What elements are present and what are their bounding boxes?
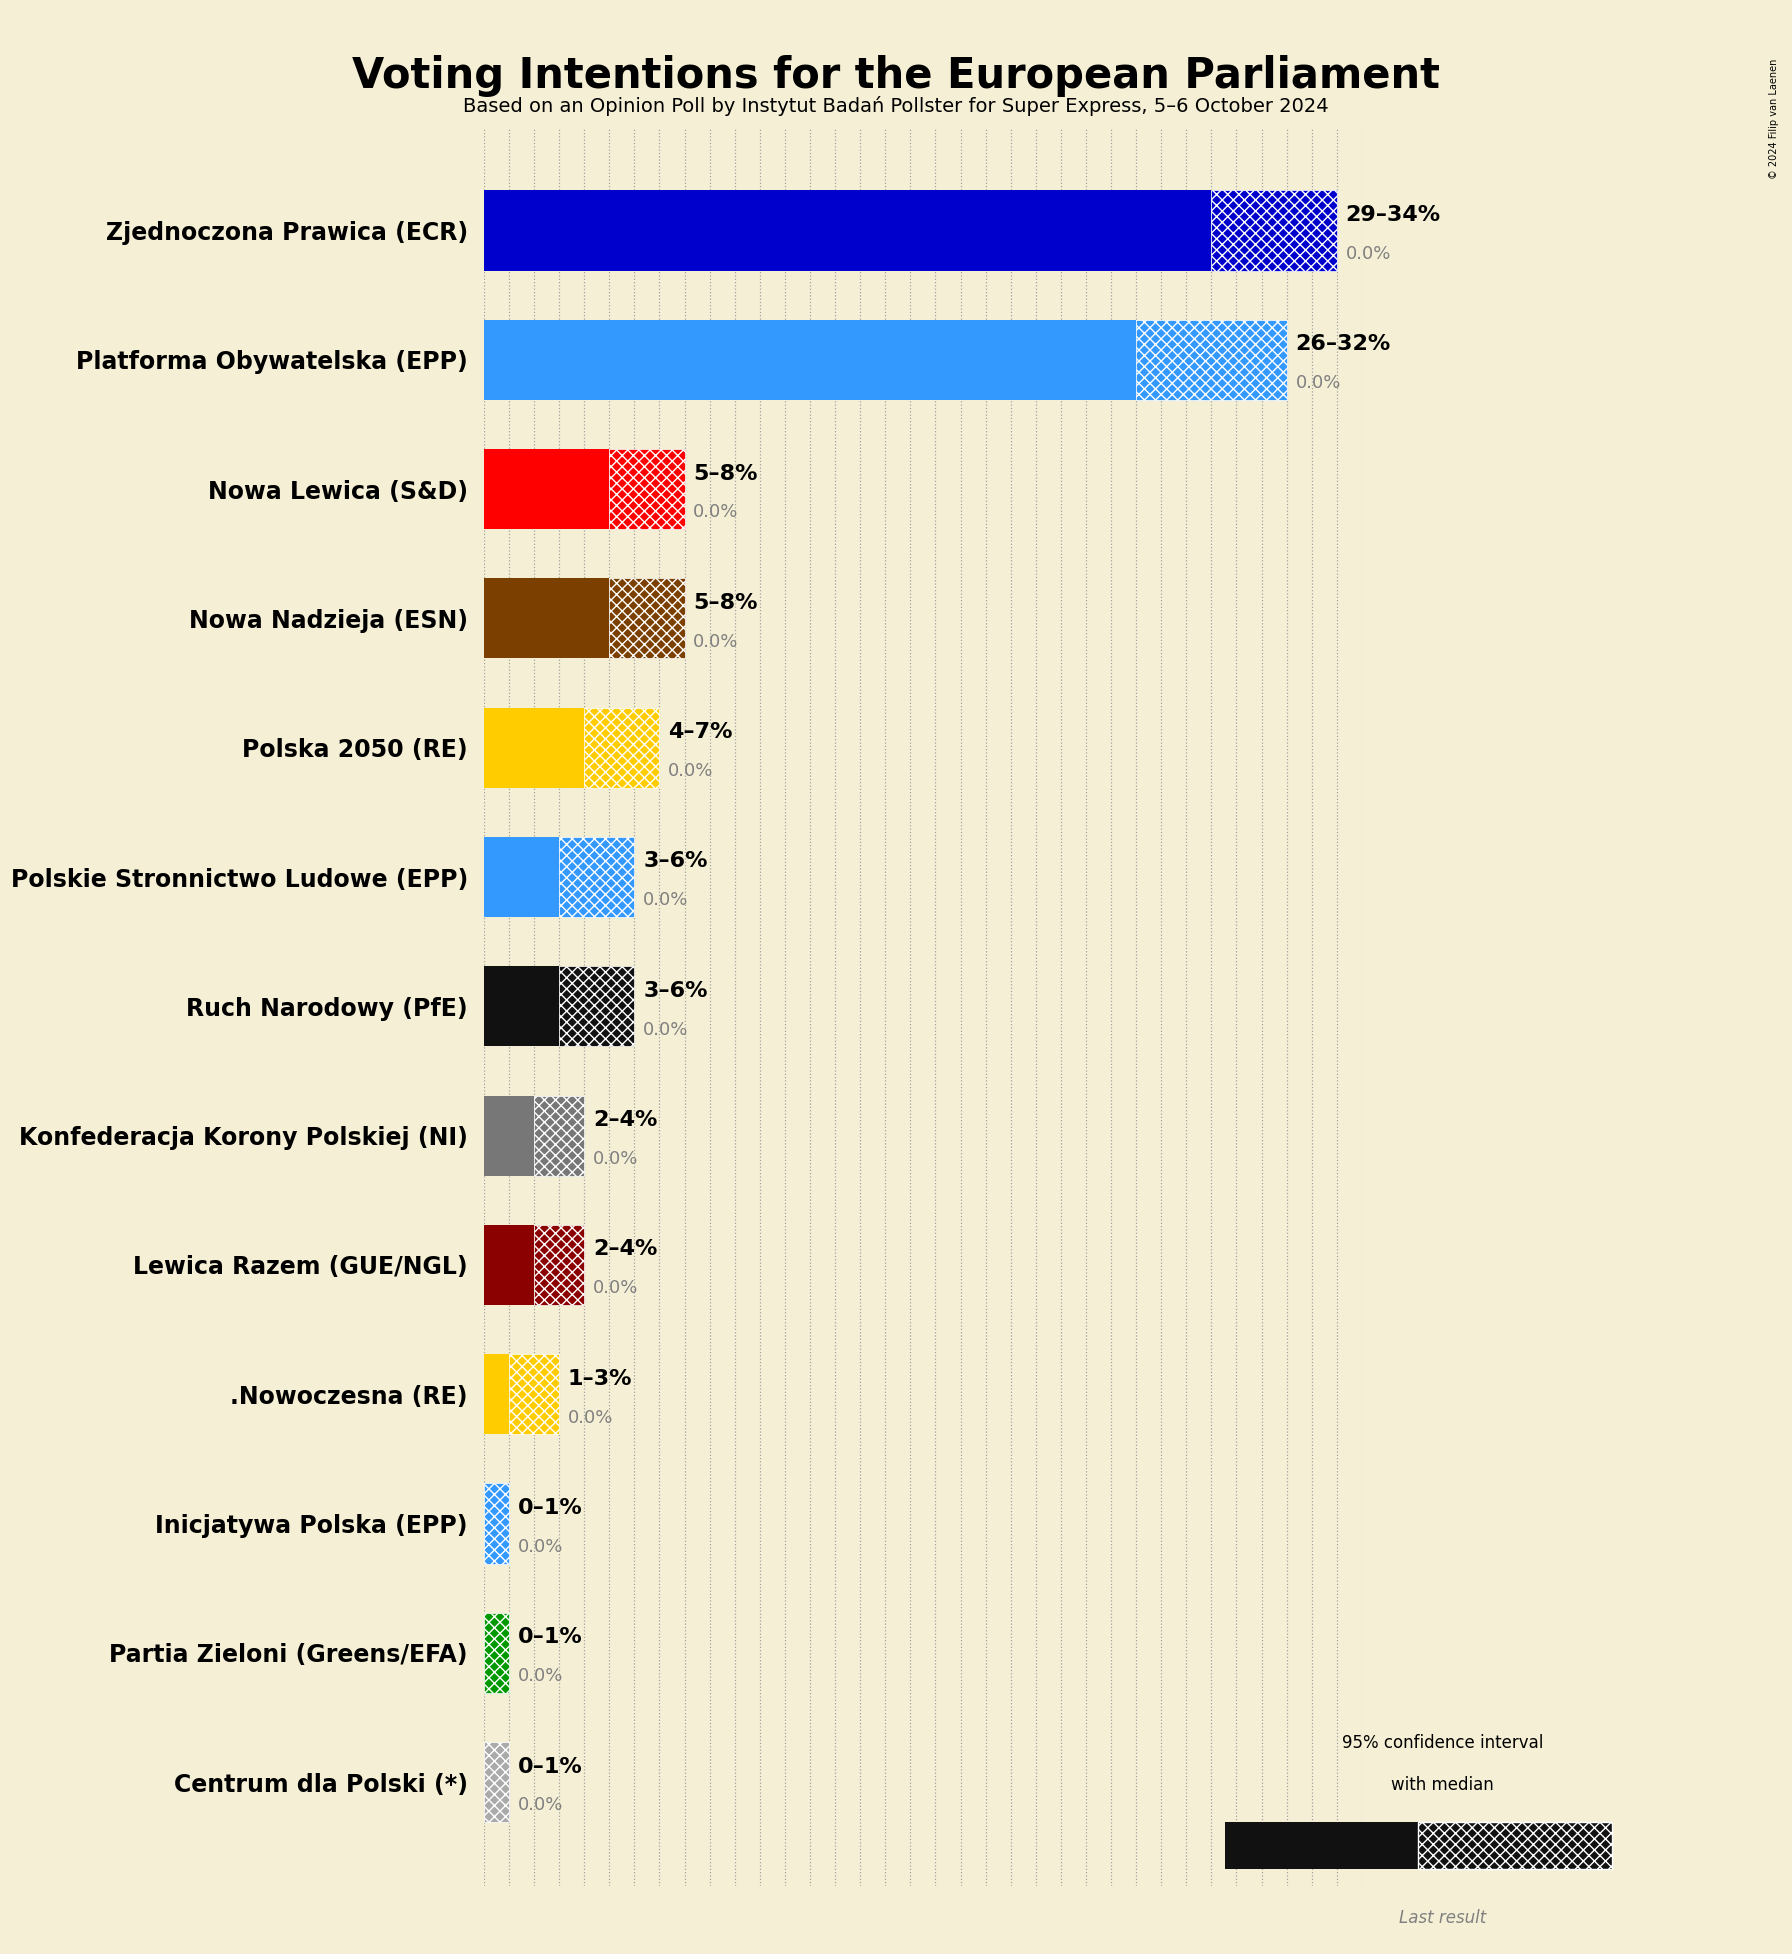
Bar bbox=[1136, 320, 1287, 401]
Text: 5–8%: 5–8% bbox=[694, 463, 758, 483]
Bar bbox=[1211, 190, 1337, 270]
Text: 5–8%: 5–8% bbox=[694, 592, 758, 614]
Bar bbox=[484, 1612, 509, 1692]
Text: 3–6%: 3–6% bbox=[643, 852, 708, 871]
Bar bbox=[534, 1225, 584, 1305]
Bar bbox=[484, 1354, 509, 1434]
Text: 0.0%: 0.0% bbox=[593, 1149, 638, 1168]
Bar bbox=[509, 1354, 559, 1434]
Text: Last result: Last result bbox=[1400, 1909, 1486, 1927]
Bar bbox=[484, 1612, 509, 1692]
Text: 0.0%: 0.0% bbox=[668, 762, 713, 780]
Text: Voting Intentions for the European Parliament: Voting Intentions for the European Parli… bbox=[351, 55, 1441, 96]
Text: 29–34%: 29–34% bbox=[1346, 205, 1441, 225]
Text: 0–1%: 0–1% bbox=[518, 1499, 582, 1518]
Bar bbox=[484, 1483, 509, 1563]
Text: 0.0%: 0.0% bbox=[568, 1409, 613, 1426]
FancyBboxPatch shape bbox=[1226, 1823, 1419, 1868]
Text: 0–1%: 0–1% bbox=[518, 1628, 582, 1647]
Text: 2–4%: 2–4% bbox=[593, 1239, 658, 1260]
Bar bbox=[559, 836, 634, 916]
Bar bbox=[484, 1743, 509, 1823]
Bar bbox=[484, 190, 1211, 270]
Bar bbox=[484, 1096, 534, 1176]
Text: 0.0%: 0.0% bbox=[1346, 244, 1391, 262]
Bar bbox=[484, 707, 584, 787]
Bar bbox=[484, 449, 609, 530]
Text: 0.0%: 0.0% bbox=[518, 1538, 563, 1555]
FancyBboxPatch shape bbox=[1419, 1823, 1613, 1868]
Bar bbox=[484, 1225, 534, 1305]
Text: 26–32%: 26–32% bbox=[1296, 334, 1391, 354]
Bar bbox=[584, 707, 659, 787]
Bar bbox=[484, 578, 609, 658]
Bar bbox=[484, 965, 559, 1047]
Text: Based on an Opinion Poll by Instytut Badań Pollster for Super Express, 5–6 Octob: Based on an Opinion Poll by Instytut Bad… bbox=[462, 96, 1330, 115]
Text: 95% confidence interval: 95% confidence interval bbox=[1342, 1735, 1543, 1753]
Bar bbox=[484, 320, 1136, 401]
Text: 0.0%: 0.0% bbox=[518, 1667, 563, 1684]
Text: 0.0%: 0.0% bbox=[694, 504, 738, 522]
Text: © 2024 Filip van Laenen: © 2024 Filip van Laenen bbox=[1769, 59, 1779, 180]
Text: 4–7%: 4–7% bbox=[668, 723, 733, 743]
Text: 2–4%: 2–4% bbox=[593, 1110, 658, 1129]
Text: 0.0%: 0.0% bbox=[643, 891, 688, 909]
Text: 0.0%: 0.0% bbox=[518, 1796, 563, 1815]
Text: 0.0%: 0.0% bbox=[643, 1020, 688, 1040]
Bar bbox=[559, 965, 634, 1047]
Bar bbox=[609, 449, 685, 530]
Text: with median: with median bbox=[1391, 1776, 1495, 1794]
Bar bbox=[484, 1743, 509, 1823]
Bar bbox=[484, 836, 559, 916]
Text: 0.0%: 0.0% bbox=[1296, 373, 1340, 393]
Text: 0–1%: 0–1% bbox=[518, 1757, 582, 1776]
Text: 0.0%: 0.0% bbox=[593, 1280, 638, 1297]
Bar bbox=[484, 1483, 509, 1563]
Text: 0.0%: 0.0% bbox=[694, 633, 738, 651]
Bar bbox=[534, 1096, 584, 1176]
Text: 3–6%: 3–6% bbox=[643, 981, 708, 1000]
Bar bbox=[609, 578, 685, 658]
Text: 1–3%: 1–3% bbox=[568, 1368, 633, 1389]
